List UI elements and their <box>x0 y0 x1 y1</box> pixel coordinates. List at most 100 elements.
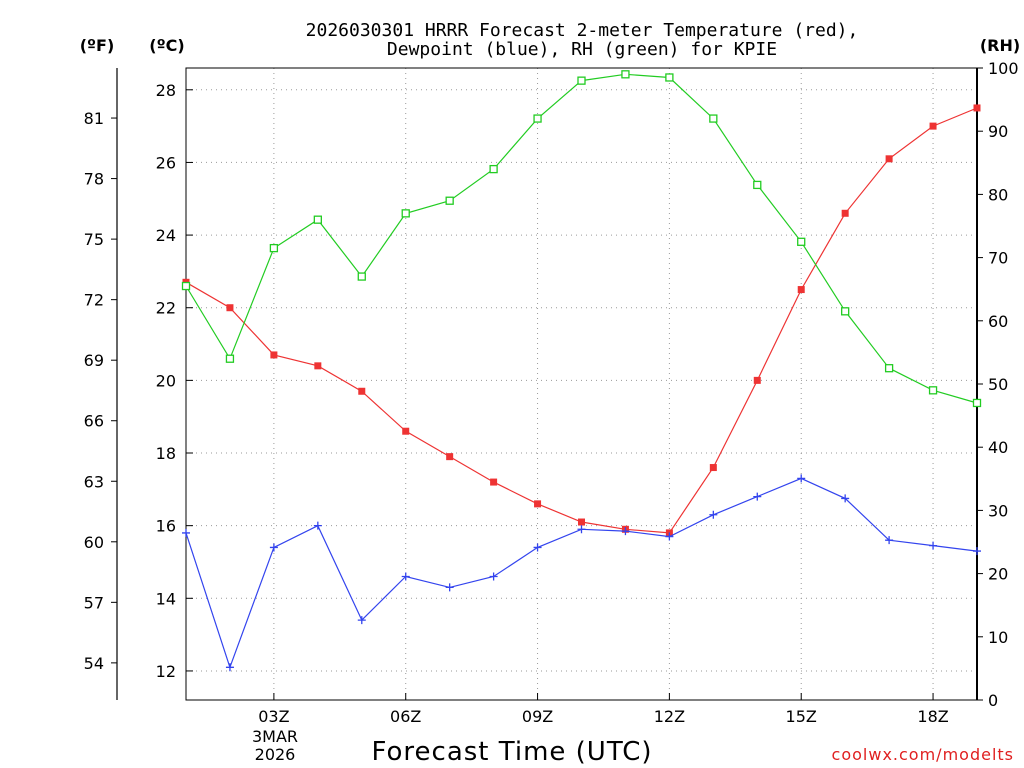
x-tick-label-18Z: 18Z <box>917 707 948 726</box>
dewpoint-point-15 <box>797 474 806 483</box>
rh-tick-label-0: 0 <box>988 691 998 710</box>
dewpoint-point-8 <box>489 572 498 581</box>
rh-point-10 <box>577 76 586 85</box>
temperature-point-10 <box>578 518 585 526</box>
dewpoint-point-2 <box>225 663 234 672</box>
celsius-tick-label-16: 16 <box>156 517 176 536</box>
celsius-tick-label-14: 14 <box>156 589 176 608</box>
rh-point-16 <box>841 307 850 316</box>
rh-point-11 <box>621 70 630 79</box>
rh-point-12 <box>665 73 674 82</box>
rh-tick-label-80: 80 <box>988 185 1008 204</box>
fahrenheit-tick-label-57: 57 <box>84 593 104 612</box>
rh-tick-label-60: 60 <box>988 312 1008 331</box>
celsius-tick-label-18: 18 <box>156 444 176 463</box>
dewpoint-point-14 <box>753 492 762 501</box>
celsius-tick-label-28: 28 <box>156 81 176 100</box>
dewpoint-point-7 <box>445 583 454 592</box>
rh-point-1 <box>181 281 191 291</box>
x-axis-title: Forecast Time (UTC) <box>371 737 652 767</box>
temperature-point-5 <box>358 387 366 395</box>
rh-tick-label-20: 20 <box>988 565 1008 584</box>
fahrenheit-unit-label: (ºF) <box>80 36 115 55</box>
dewpoint-point-10 <box>577 525 586 534</box>
rh-point-19 <box>972 398 982 408</box>
rh-point-9 <box>533 114 542 123</box>
dewpoint-point-11 <box>621 527 630 536</box>
rh-tick-label-50: 50 <box>988 375 1008 394</box>
x-tick-label-03Z: 03Z <box>258 707 289 726</box>
temperature-point-14 <box>753 376 761 384</box>
rh-point-18 <box>928 386 938 395</box>
fahrenheit-tick-label-78: 78 <box>84 170 104 189</box>
rh-point-15 <box>797 237 806 246</box>
rh-tick-label-10: 10 <box>988 628 1008 647</box>
temperature-point-9 <box>534 500 542 508</box>
dewpoint-point-5 <box>357 616 366 625</box>
dewpoint-point-19 <box>973 547 981 556</box>
temperature-point-18 <box>929 122 937 130</box>
fahrenheit-tick-label-69: 69 <box>84 351 104 370</box>
temperature-point-6 <box>402 427 410 435</box>
celsius-tick-label-26: 26 <box>156 153 176 172</box>
temperature-point-3 <box>270 351 278 359</box>
source-credit: coolwx.com/modelts <box>832 745 1014 764</box>
data-series <box>181 70 982 672</box>
fahrenheit-tick-label-60: 60 <box>84 533 104 552</box>
fahrenheit-tick-label-66: 66 <box>84 412 104 431</box>
rh-point-5 <box>357 272 366 281</box>
celsius-unit-label: (ºC) <box>149 36 184 55</box>
temperature-point-8 <box>490 478 498 486</box>
x-tick-label-15Z: 15Z <box>786 707 817 726</box>
rh-point-2 <box>225 354 235 363</box>
date-line2: 2026 <box>255 745 296 764</box>
temperature-point-4 <box>314 362 322 370</box>
temperature-point-15 <box>797 286 805 294</box>
celsius-tick-label-22: 22 <box>156 299 176 318</box>
rh-point-13 <box>709 114 718 123</box>
fahrenheit-tick-label-81: 81 <box>84 109 104 128</box>
celsius-tick-label-12: 12 <box>156 662 176 681</box>
axis-ticks: 12 14 16 18 20 22 24 26 28 54 57 60 63 66 69 72 75 78 81 0 1… <box>84 59 1019 726</box>
dewpoint-point-17 <box>885 536 894 545</box>
chart-title-line2: Dewpoint (blue), RH (green) for KPIE <box>387 39 777 60</box>
rh-tick-label-90: 90 <box>988 122 1008 141</box>
dewpoint-point-18 <box>929 541 938 550</box>
fahrenheit-tick-label-75: 75 <box>84 230 104 249</box>
rh-point-17 <box>884 364 894 373</box>
x-tick-label-06Z: 06Z <box>390 707 421 726</box>
chart-title-line1: 2026030301 HRRR Forecast 2-meter Tempera… <box>306 20 859 41</box>
dewpoint-point-13 <box>709 510 718 519</box>
x-tick-label-09Z: 09Z <box>522 707 553 726</box>
rh-line <box>185 73 978 404</box>
temperature-point-13 <box>709 464 717 472</box>
rh-unit-label: (RH) <box>980 36 1020 55</box>
temperature-point-19 <box>973 104 981 112</box>
rh-point-8 <box>489 164 498 174</box>
dewpoint-point-1 <box>182 528 190 537</box>
fahrenheit-tick-label-72: 72 <box>84 291 104 310</box>
celsius-tick-label-24: 24 <box>156 226 176 245</box>
dewpoint-point-9 <box>533 543 542 552</box>
rh-tick-label-70: 70 <box>988 249 1008 268</box>
dewpoint-point-4 <box>313 521 322 530</box>
date-line1: 3MAR <box>252 727 298 746</box>
rh-point-14 <box>753 180 762 190</box>
temperature-point-16 <box>841 209 849 217</box>
x-tick-label-12Z: 12Z <box>654 707 685 726</box>
dewpoint-point-3 <box>269 543 278 552</box>
rh-tick-label-40: 40 <box>988 438 1008 457</box>
celsius-tick-label-20: 20 <box>156 371 176 390</box>
rh-tick-label-30: 30 <box>988 501 1008 520</box>
fahrenheit-tick-label-63: 63 <box>84 472 104 491</box>
dewpoint-point-12 <box>665 532 674 541</box>
rh-tick-label-100: 100 <box>988 59 1019 78</box>
temperature-point-17 <box>885 155 893 163</box>
grid-lines <box>186 68 977 700</box>
temperature-point-2 <box>226 304 234 312</box>
rh-point-6 <box>401 209 410 218</box>
dewpoint-line <box>185 477 978 670</box>
temperature-point-7 <box>446 453 454 461</box>
rh-point-4 <box>313 215 322 224</box>
